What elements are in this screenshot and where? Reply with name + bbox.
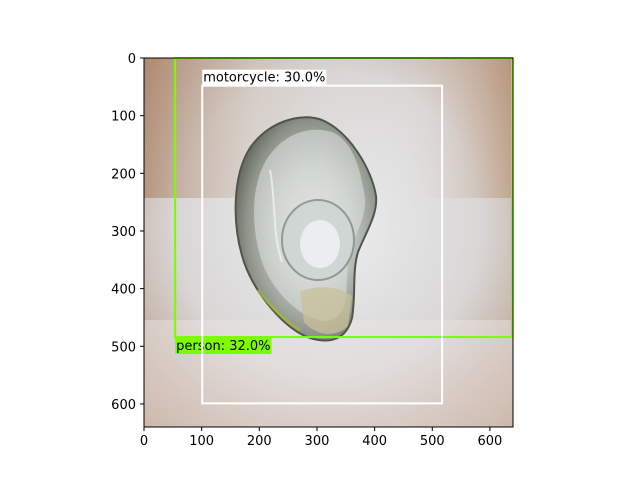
- y-tick-label: 400: [111, 283, 136, 298]
- detection-person: person: 32.0%: [174, 57, 513, 355]
- glass-object: [234, 116, 378, 342]
- motorcycle-label-background: [202, 69, 327, 86]
- person-label-background: [175, 338, 272, 355]
- photo: [144, 58, 513, 427]
- y-axis: 0 100 200 300 400 500 600: [111, 52, 144, 413]
- axes-frame: [143, 57, 514, 428]
- y-tick-label: 200: [111, 167, 136, 182]
- y-tick-label: 0: [128, 52, 136, 67]
- motorcycle-label: motorcycle: 30.0%: [203, 71, 325, 86]
- y-tick-label: 300: [111, 225, 136, 240]
- detection-boxes: person: 32.0% motorcycle: 30.0%: [174, 57, 513, 405]
- x-axis: 0 100 200 300 400 500 600: [140, 427, 502, 449]
- y-tick-label: 600: [111, 398, 136, 413]
- x-tick-label: 0: [140, 434, 148, 449]
- x-tick-label: 400: [362, 434, 387, 449]
- detection-motorcycle: motorcycle: 30.0%: [201, 69, 444, 405]
- y-tick-label: 500: [111, 340, 136, 355]
- x-tick-label: 200: [247, 434, 272, 449]
- x-tick-label: 500: [420, 434, 445, 449]
- y-tick-label: 100: [111, 110, 136, 125]
- x-tick-label: 100: [189, 434, 214, 449]
- x-tick-label: 600: [478, 434, 503, 449]
- x-tick-label: 300: [305, 434, 330, 449]
- person-label: person: 32.0%: [176, 339, 270, 354]
